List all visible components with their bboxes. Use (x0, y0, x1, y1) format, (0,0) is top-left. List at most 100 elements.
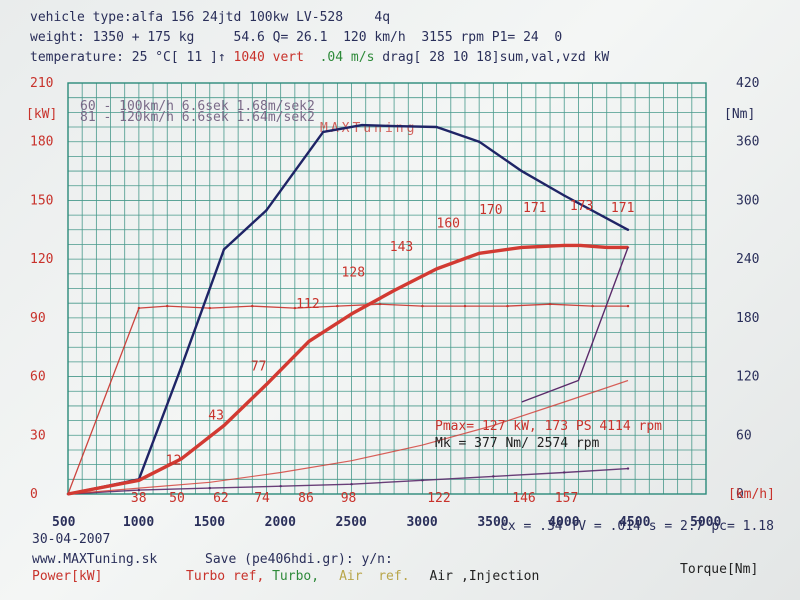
ps-label: 171 (523, 201, 546, 216)
speed-label: 38 (131, 491, 147, 506)
data-point (350, 312, 353, 316)
legend-injection: ,Injection (461, 569, 540, 584)
ps-label: 12 (166, 454, 182, 469)
data-point (180, 365, 183, 368)
x-tick-label: 4500 (619, 515, 650, 530)
x-tick-label: 3000 (406, 515, 437, 530)
plot-frame (67, 82, 707, 495)
legend-power: Power[kW] (32, 569, 103, 584)
data-point (477, 140, 481, 143)
watermark-text: MAXTuning (320, 121, 417, 136)
x-unit-label: [km/h] (728, 487, 775, 502)
ps-label: 170 (479, 203, 502, 218)
data-point (251, 304, 254, 308)
data-point (222, 248, 226, 251)
series-line-powerkw (67, 243, 628, 496)
data-point (463, 304, 467, 308)
x-tick-label: 2000 (265, 515, 296, 530)
data-point (520, 246, 523, 249)
ps-label: 43 (208, 409, 224, 424)
x-tick-label: 2500 (336, 515, 367, 530)
y-axis-right-label: [Nm] (724, 107, 755, 122)
accel-note-1: 60 - 100km/h 6.6sek 1.68m/sek2 (80, 99, 315, 114)
data-point (506, 304, 509, 308)
data-point (421, 479, 424, 482)
y-tick-left-label: 60 (30, 370, 46, 385)
data-point (605, 246, 608, 249)
ps-label: 171 (611, 201, 634, 216)
coefficients-text: cx = .34 fV = .014 s = 2.7 pc= 1.18 (500, 519, 774, 534)
data-point (265, 209, 268, 212)
data-point (548, 302, 552, 306)
y-tick-right-label: 60 (736, 428, 752, 443)
speed-text: .04 m/s (303, 50, 375, 65)
temperature-line: temperature: 25 °C[ 11 ]↑ 1040 vert .04 … (30, 50, 609, 65)
data-point (265, 383, 268, 386)
ps-label: 77 (251, 360, 267, 375)
data-point (591, 304, 594, 308)
legend-turbo: Turbo, (264, 569, 320, 584)
legend-torque: Torque[Nm] (680, 562, 759, 577)
x-tick-label: 500 (52, 515, 76, 530)
data-point (435, 125, 438, 129)
data-point (336, 304, 339, 308)
ps-label: 143 (390, 240, 413, 255)
speed-label: 122 (427, 491, 450, 506)
accel-note-2: 81 - 120km/h 6.6sek 1.64m/sek2 (80, 110, 315, 125)
data-point (421, 304, 424, 308)
pmax-text: Pmax= 127 kW, 173 PS 4114 rpm (435, 419, 662, 434)
data-point (137, 488, 141, 492)
data-point (626, 228, 630, 231)
date-text: 30-04-2007 (32, 532, 110, 547)
data-point (293, 306, 297, 310)
y-tick-left-label: 90 (30, 311, 46, 326)
data-point (520, 169, 523, 173)
legend-row: Turbo ref, Turbo, Air ref. Air ,Injection (186, 569, 539, 584)
website-text: www.MAXTuning.sk (32, 552, 158, 567)
speed-label: 86 (298, 491, 314, 506)
data-point (626, 304, 630, 308)
y-tick-left-label: 210 (30, 76, 53, 91)
ps-label: 160 (437, 217, 460, 232)
data-point (180, 457, 183, 460)
y-tick-right-label: 180 (736, 311, 759, 326)
speed-label: 50 (169, 491, 185, 506)
y-tick-left-label: 0 (30, 487, 38, 502)
y-tick-right-label: 120 (736, 370, 759, 385)
y-tick-right-label: 360 (736, 135, 759, 150)
data-point (166, 304, 169, 308)
y-tick-left-label: 120 (30, 252, 53, 267)
data-point (392, 124, 396, 128)
y-tick-right-label: 0 (736, 487, 744, 502)
x-tick-label: 4000 (548, 515, 579, 530)
data-point (279, 484, 282, 488)
data-point (137, 306, 141, 310)
ps-label: 112 (296, 297, 319, 312)
y-tick-left-label: 30 (30, 428, 46, 443)
speed-label: 62 (213, 491, 229, 506)
data-point (392, 289, 396, 292)
data-point (208, 306, 211, 310)
y-tick-left-label: 150 (30, 193, 53, 208)
data-point (307, 340, 311, 343)
data-point (222, 424, 226, 427)
data-point (360, 123, 364, 127)
vehicle-type-line: vehicle type:alfa 156 24jtd 100kw LV-528… (30, 10, 391, 25)
y-tick-left-label: 180 (30, 135, 53, 150)
legend-air: Air (429, 569, 454, 584)
data-point (579, 244, 582, 247)
speed-label: 74 (254, 491, 270, 506)
x-tick-label: 1500 (194, 515, 225, 530)
temperature-text: temperature: 25 °C[ 11 ]↑ (30, 50, 234, 65)
data-point (435, 267, 438, 271)
save-prompt: Save (pe406hdi.gr): y/n: (205, 552, 393, 567)
legend-turbo-ref: Turbo ref, (186, 569, 265, 584)
data-point (626, 467, 630, 470)
data-point (322, 130, 325, 134)
data-point (492, 475, 495, 478)
y-tick-right-label: 240 (736, 252, 759, 267)
data-point (477, 252, 481, 255)
drag-text: drag[ 28 10 18]sum,val,vzd kW (374, 50, 610, 65)
